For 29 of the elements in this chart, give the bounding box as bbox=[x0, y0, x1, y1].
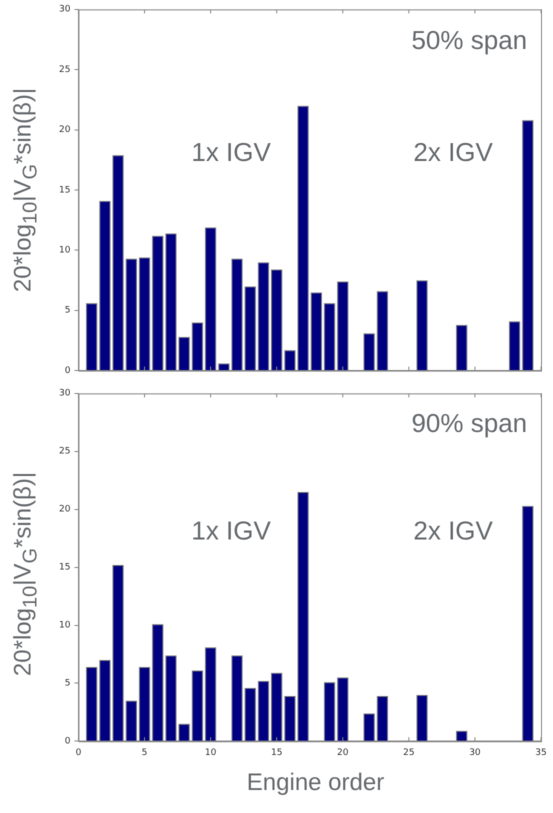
y-tick-label: 30 bbox=[59, 388, 71, 399]
annotation: 2x IGV bbox=[413, 516, 494, 546]
x-tick-label: 5 bbox=[142, 748, 148, 758]
y-tick-label: 10 bbox=[59, 620, 71, 631]
x-axis-title: Engine order bbox=[246, 769, 386, 797]
y-tick-label: 20 bbox=[59, 504, 71, 515]
x-tick-label: 25 bbox=[403, 748, 415, 758]
y-tick-label: 15 bbox=[59, 562, 70, 573]
annotation: 1x IGV bbox=[191, 137, 272, 168]
x-tick-label: 35 bbox=[535, 748, 547, 758]
y-tick-label: 15 bbox=[59, 185, 70, 196]
annotation: 50% span bbox=[411, 25, 528, 56]
y-tick-label: 30 bbox=[59, 4, 71, 15]
annotation: 90% span bbox=[411, 408, 528, 438]
x-tick-label: 20 bbox=[337, 748, 349, 758]
y-tick-label: 10 bbox=[59, 246, 71, 256]
y-tick-label: 20 bbox=[59, 125, 71, 136]
x-tick-label: 30 bbox=[469, 748, 481, 758]
y-tick-label: 0 bbox=[64, 366, 71, 376]
y-tick-label: 5 bbox=[64, 306, 70, 316]
x-tick-label: 15 bbox=[270, 748, 282, 758]
y-tick-label: 25 bbox=[59, 446, 70, 457]
y-tick-label: 5 bbox=[64, 678, 70, 689]
y-tick-label: 25 bbox=[59, 64, 70, 75]
x-tick-label: 10 bbox=[204, 748, 217, 758]
annotation: 2x IGV bbox=[413, 137, 494, 168]
annotation: 1x IGV bbox=[191, 516, 272, 546]
y-tick-label: 0 bbox=[64, 736, 71, 747]
x-tick-label: 0 bbox=[76, 748, 82, 758]
